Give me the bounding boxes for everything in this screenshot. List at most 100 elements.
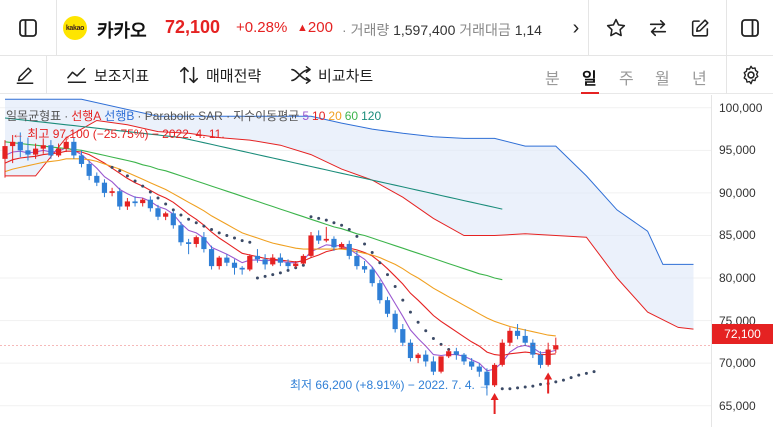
indicators-button[interactable]: 보조지표 [66, 56, 149, 94]
candle-body [17, 141, 23, 151]
legend-item: 선행A [71, 109, 102, 123]
candle-body [499, 342, 505, 365]
sar-dot [202, 224, 206, 228]
candle-body [262, 259, 268, 265]
candle-body [124, 201, 130, 207]
candle-body [384, 300, 391, 314]
sar-dot [539, 382, 542, 386]
current-price: 72,100 [165, 17, 221, 37]
more-info-button[interactable]: › [572, 16, 580, 39]
sar-dot [255, 276, 259, 280]
candle-body [446, 351, 452, 357]
chart-settings-button[interactable] [740, 56, 768, 94]
period-week[interactable]: 주 [619, 71, 634, 88]
candle-body [94, 175, 100, 183]
senkou-b-line [5, 98, 694, 265]
candle-body [346, 243, 352, 256]
legend-item: · [64, 109, 69, 123]
indicator-icon [67, 67, 87, 84]
sar-dot [531, 384, 535, 388]
indicator-legend: 일목균형표 · 선행A 선행B · Parabolic SAR · 지수이동평균 5 10 20… [6, 107, 384, 124]
candle-body [530, 342, 536, 355]
sar-dot [408, 310, 412, 314]
sar-dot [592, 370, 596, 374]
y-tick-label: 70,000 [719, 356, 756, 371]
candle-body [186, 242, 192, 244]
sar-dot [424, 329, 428, 333]
period-minute[interactable]: 분 [545, 71, 560, 88]
candle-body [308, 235, 314, 256]
side-panel-button[interactable] [727, 0, 773, 56]
side-panel-icon [741, 19, 759, 37]
price-chart[interactable] [0, 95, 773, 427]
up-down-arrows-icon [179, 66, 199, 84]
gear-icon [743, 65, 759, 85]
candle-body [369, 269, 375, 284]
y-tick-label: 95,000 [719, 143, 756, 158]
ichimoku-cloud [5, 99, 694, 330]
period-month[interactable]: 월 [655, 71, 670, 88]
sar-dot [118, 169, 122, 173]
sar-dot [309, 215, 313, 219]
candle-body [109, 191, 115, 193]
candle-body [522, 335, 528, 343]
candle-body [476, 366, 482, 372]
sar-dot [317, 216, 321, 220]
sar-dot [194, 221, 198, 225]
sar-dot [210, 228, 214, 232]
legend-item: 120 [361, 109, 382, 123]
legend-item: 선행B [104, 109, 135, 123]
candle-body [300, 255, 306, 264]
candle-body [323, 238, 329, 241]
header-divider [726, 0, 727, 56]
candle-body [423, 354, 429, 362]
candle-body [10, 141, 16, 147]
sar-dot [370, 250, 374, 254]
change-amount: ▲200 [297, 19, 333, 36]
candle-body [25, 150, 31, 155]
ema-20-line [4, 158, 556, 337]
legend-item: 일목균형표 [6, 109, 62, 123]
buy-signal-arrow [544, 372, 553, 394]
sar-dot [171, 208, 175, 212]
sar-dot [500, 387, 504, 391]
edit-icon [691, 19, 709, 37]
favorite-button[interactable] [598, 0, 634, 56]
candle-body [277, 257, 283, 263]
period-year[interactable]: 년 [692, 71, 707, 88]
sar-dot [386, 273, 389, 277]
sar-dot [393, 285, 397, 289]
indicators-label: 보조지표 [94, 67, 150, 85]
compare-chart-label: 비교차트 [318, 67, 374, 85]
trading-strategy-button[interactable]: 매매전략 [178, 56, 261, 94]
sar-dot [278, 271, 282, 275]
candle-body [147, 199, 153, 209]
period-day[interactable]: 일 [582, 71, 597, 88]
candle-body [155, 208, 161, 217]
candle-body [354, 255, 360, 267]
draw-tool-button[interactable] [14, 56, 42, 94]
pen-icon [16, 67, 34, 84]
sidebar-toggle-button[interactable] [0, 0, 56, 56]
chart-toolbar: 보조지표 매매전략 비교차트 분 일 주 월 년 [0, 56, 773, 94]
candle-body [48, 145, 54, 156]
edit-button[interactable] [682, 0, 718, 56]
sar-dot [217, 231, 221, 235]
compare-chart-button[interactable]: 비교차트 [290, 56, 373, 94]
candle-body [285, 262, 291, 267]
candle-body [231, 262, 238, 268]
candle-body [400, 329, 406, 343]
ema-120-line [4, 117, 503, 210]
y-tick-label: 85,000 [719, 228, 756, 243]
switch-stock-button[interactable] [640, 0, 676, 56]
candle-body [293, 263, 299, 267]
stock-name: 카카오 [97, 21, 147, 41]
header-divider [56, 0, 57, 56]
candle-body [484, 371, 490, 386]
toolbar-divider [726, 56, 727, 94]
senkou-a-line [5, 119, 694, 330]
sar-dot [554, 380, 558, 384]
candle-body [216, 257, 222, 267]
trading-strategy-label: 매매전략 [206, 67, 262, 85]
candle-body [163, 213, 169, 217]
